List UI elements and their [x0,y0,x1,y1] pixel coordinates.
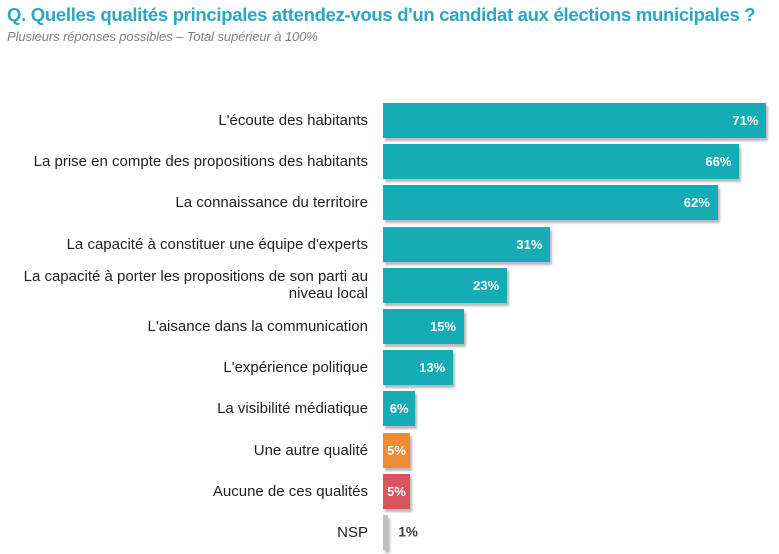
bar-track: 23% [383,267,779,303]
bar-row: La prise en compte des propositions des … [0,141,779,182]
bar-track: 6% [383,391,779,427]
bar: 6% [383,391,416,427]
value-label: 31% [516,236,543,252]
bar-track: 5% [383,473,779,509]
bar: 1% [383,514,418,550]
bar: 23% [383,267,508,303]
bar: 13% [383,350,454,386]
bar: 15% [383,309,464,345]
value-label: 23% [473,277,500,293]
chart-title: Q. Quelles qualités principales attendez… [7,4,756,25]
bar-row: L'aisance dans la communication 15% [0,306,779,347]
bar-track: 13% [383,350,779,386]
bar-track: 15% [383,309,779,345]
bar: 5% [383,432,410,468]
value-label: 71% [732,113,759,129]
bar: 31% [383,226,551,262]
category-label: Aucune de ces qualités [212,482,368,500]
bar-track: 1% [383,514,779,550]
category-label: La capacité à constituer une équipe d'ex… [66,235,368,253]
bar-track: 62% [383,185,779,221]
category-label: NSP [337,523,368,541]
bar-row: L'expérience politique 13% [0,347,779,388]
value-label: 15% [429,319,456,335]
value-label: 1% [398,524,418,540]
bar-row: Aucune de ces qualités 5% [0,471,779,512]
bar-row: NSP 1% [0,512,779,553]
bar-track: 71% [383,103,779,139]
chart-subtitle: Plusieurs réponses possibles – Total sup… [7,29,318,44]
bar-row: La capacité à porter les propositions de… [0,265,779,306]
bar: 66% [383,144,740,180]
bar-track: 66% [383,144,779,180]
category-label: La capacité à porter les propositions de… [23,268,368,303]
bar-row: L'écoute des habitants 71% [0,100,779,141]
category-label: L'expérience politique [223,359,368,377]
category-label: Une autre qualité [253,441,368,459]
chart-header: Q. Quelles qualités principales attendez… [7,4,773,44]
value-label: 66% [705,154,732,170]
bar: 5% [383,473,410,509]
bar-row: La connaissance du territoire 62% [0,182,779,223]
value-label: 6% [389,401,409,417]
value-label: 62% [683,195,710,211]
value-label: 5% [387,483,406,499]
category-label: La prise en compte des propositions des … [33,153,368,171]
category-label: L'aisance dans la communication [147,318,369,336]
value-label: 13% [419,360,446,376]
bar-row: La visibilité médiatique 6% [0,388,779,429]
category-label: L'écoute des habitants [218,112,368,130]
value-label: 5% [387,442,406,458]
bar-chart: L'écoute des habitants 71% La prise en c… [0,100,779,553]
category-label: La connaissance du territoire [175,194,368,212]
bar-track: 31% [383,226,779,262]
bar: 62% [383,185,718,221]
category-label: La visibilité médiatique [217,400,368,418]
bar-row: Une autre qualité 5% [0,430,779,471]
bar-row: La capacité à constituer une équipe d'ex… [0,224,779,265]
bar: 71% [383,103,767,139]
bar-track: 5% [383,432,779,468]
